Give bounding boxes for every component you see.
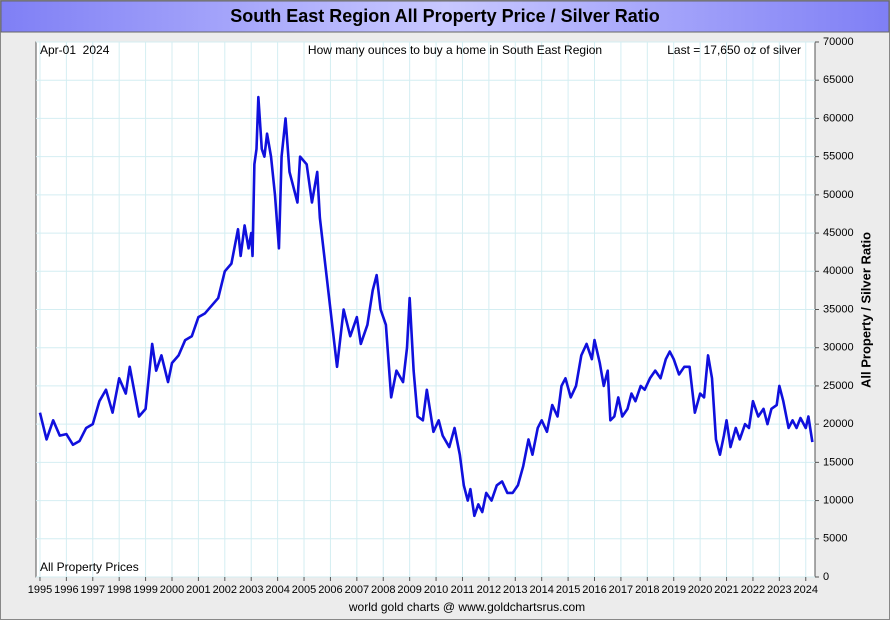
x-tick-label: 2018	[635, 584, 659, 596]
x-tick-label: 2008	[371, 584, 395, 596]
x-tick-label: 2016	[582, 584, 606, 596]
y-tick-label: 70000	[823, 36, 854, 48]
x-tick-label: 2024	[794, 584, 818, 596]
y-tick-label: 30000	[823, 342, 854, 354]
x-tick-label: 2010	[424, 584, 448, 596]
subtitle: How many ounces to buy a home in South E…	[308, 43, 602, 57]
x-tick-label: 1995	[28, 584, 52, 596]
x-tick-label: 2017	[609, 584, 633, 596]
y-tick-label: 0	[823, 571, 829, 583]
legend-entry: All Property Prices	[40, 560, 139, 574]
x-tick-label: 2002	[213, 584, 237, 596]
x-tick-label: 2015	[556, 584, 580, 596]
x-tick-label: 2004	[265, 584, 289, 596]
y-tick-label: 5000	[823, 533, 847, 545]
y-tick-label: 15000	[823, 456, 854, 468]
x-tick-label: 2020	[688, 584, 712, 596]
y-tick-label: 60000	[823, 112, 854, 124]
y-tick-label: 10000	[823, 494, 854, 506]
x-tick-label: 2009	[397, 584, 421, 596]
x-tick-label: 2006	[318, 584, 342, 596]
date-label: Apr-01 2024	[40, 43, 110, 57]
x-tick-label: 2014	[529, 584, 553, 596]
footer: world gold charts @ www.goldchartsrus.co…	[348, 600, 585, 614]
series-line	[38, 95, 814, 518]
x-tick-label: 2003	[239, 584, 263, 596]
y-tick-label: 40000	[823, 265, 854, 277]
x-tick-label: 2012	[477, 584, 501, 596]
x-tick-label: 2001	[186, 584, 210, 596]
x-tick-label: 2005	[292, 584, 316, 596]
y-tick-label: 45000	[823, 227, 854, 239]
x-tick-label: 2011	[451, 584, 475, 596]
x-tick-label: 1996	[54, 584, 78, 596]
title-bar	[0, 0, 890, 33]
y-tick-label: 50000	[823, 189, 854, 201]
x-tick-label: 1999	[133, 584, 157, 596]
last-label: Last = 17,650 oz of silver	[667, 43, 801, 57]
y-tick-label: 25000	[823, 380, 854, 392]
y-tick-label: 55000	[823, 151, 854, 163]
y-tick-label: 20000	[823, 418, 854, 430]
x-tick-label: 1998	[107, 584, 131, 596]
x-tick-label: 2000	[160, 584, 184, 596]
x-tick-label: 2023	[767, 584, 791, 596]
x-tick-label: 2013	[503, 584, 527, 596]
y-axis-label: All Property / Silver Ratio	[858, 232, 873, 388]
x-tick-label: 2019	[661, 584, 685, 596]
x-tick-label: 2007	[345, 584, 369, 596]
y-tick-label: 35000	[823, 303, 854, 315]
y-tick-label: 65000	[823, 74, 854, 86]
x-tick-label: 1997	[81, 584, 105, 596]
chart-title: South East Region All Property Price / S…	[230, 6, 659, 26]
x-tick-label: 2022	[741, 584, 765, 596]
x-tick-label: 2021	[714, 584, 738, 596]
